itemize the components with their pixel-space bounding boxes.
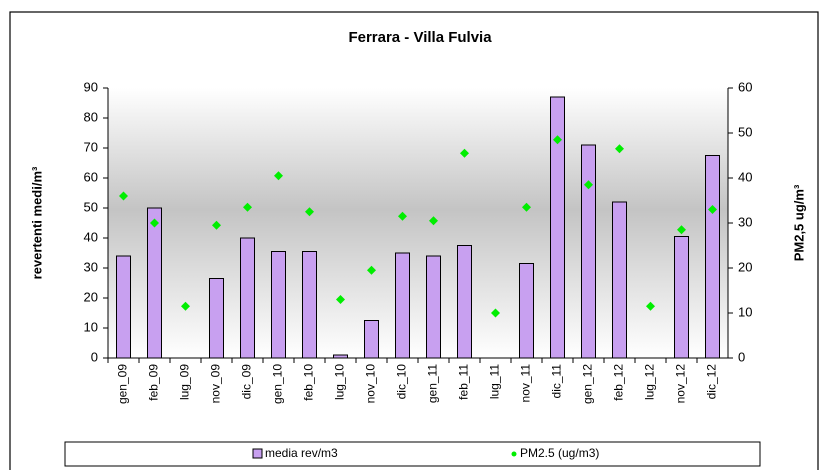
bar <box>209 278 224 359</box>
point <box>398 211 407 221</box>
x-tick-label: feb_09 <box>147 364 161 401</box>
bar <box>519 263 534 359</box>
point <box>615 144 624 154</box>
x-tick-label: dic_11 <box>550 364 564 399</box>
bar <box>705 155 720 359</box>
legend-label: PM2.5 (ug/m3) <box>520 446 599 460</box>
legend-swatch <box>252 448 263 459</box>
x-tick-label: gen_12 <box>581 364 595 404</box>
point <box>677 225 686 235</box>
y-tick-label: 90 <box>84 79 98 94</box>
y2-tick-label: 30 <box>738 214 752 229</box>
x-tick-label: lug_11 <box>488 364 502 399</box>
y-tick-label: 0 <box>91 349 98 364</box>
point <box>181 301 190 311</box>
x-tick-label: feb_10 <box>302 364 316 401</box>
x-tick-label: feb_11 <box>457 364 471 400</box>
x-tick-label: dic_10 <box>395 364 409 400</box>
point <box>243 202 252 212</box>
bar <box>147 207 162 359</box>
point <box>274 171 283 181</box>
bar <box>426 255 441 359</box>
x-tick-label: lug_12 <box>643 364 657 400</box>
point <box>584 180 593 190</box>
bar <box>612 201 627 359</box>
y-tick-label: 40 <box>84 229 98 244</box>
chart-title: Ferrara - Villa Fulvia <box>348 29 492 46</box>
y2-tick-label: 40 <box>738 169 752 184</box>
x-tick-label: lug_10 <box>333 364 347 400</box>
x-tick-label: nov_09 <box>209 364 223 404</box>
y-tick-label: 10 <box>84 319 98 334</box>
bar <box>364 320 379 359</box>
bar <box>395 252 410 359</box>
y-tick-label: 50 <box>84 199 98 214</box>
point <box>553 135 562 145</box>
legend-swatch <box>511 451 517 457</box>
point <box>491 308 500 318</box>
legend <box>64 441 761 467</box>
bar <box>333 354 348 359</box>
y-tick-label: 20 <box>84 289 98 304</box>
bar <box>550 96 565 359</box>
bar <box>457 245 472 359</box>
point <box>367 265 376 275</box>
bar <box>271 251 286 359</box>
point <box>522 202 531 212</box>
bar <box>581 144 596 359</box>
plot-area <box>108 88 728 358</box>
y2-tick-label: 10 <box>738 304 752 319</box>
y-tick-label: 70 <box>84 139 98 154</box>
y2-tick-label: 0 <box>738 349 745 364</box>
bar <box>116 255 131 359</box>
point <box>119 191 128 201</box>
legend-label: media rev/m3 <box>265 446 338 460</box>
x-tick-label: nov_10 <box>364 364 378 404</box>
point <box>305 207 314 217</box>
point <box>150 218 159 228</box>
x-tick-label: gen_11 <box>426 364 440 403</box>
y-axis-title: revertenti medi/m³ <box>29 166 44 279</box>
y-tick-label: 30 <box>84 259 98 274</box>
y2-tick-label: 60 <box>738 79 752 94</box>
point <box>708 205 717 214</box>
y2-axis-title: PM2,5 ug/m³ <box>791 184 806 261</box>
x-tick-label: dic_09 <box>240 364 254 400</box>
y2-tick-label: 50 <box>738 124 752 139</box>
bar <box>240 237 255 359</box>
point <box>646 301 655 311</box>
x-tick-label: gen_09 <box>116 364 130 404</box>
point <box>429 216 438 226</box>
point <box>460 148 469 158</box>
x-tick-label: gen_10 <box>271 364 285 404</box>
x-tick-label: nov_11 <box>519 364 533 403</box>
point <box>212 220 221 230</box>
x-tick-label: feb_12 <box>612 364 626 401</box>
x-tick-label: lug_09 <box>178 364 192 400</box>
point <box>336 295 345 304</box>
x-tick-label: nov_12 <box>674 364 688 404</box>
x-tick-label: dic_12 <box>705 364 719 400</box>
bar <box>302 251 317 359</box>
bar <box>674 236 689 359</box>
y-tick-label: 80 <box>84 109 98 124</box>
y-tick-label: 60 <box>84 169 98 184</box>
y2-tick-label: 20 <box>738 259 752 274</box>
